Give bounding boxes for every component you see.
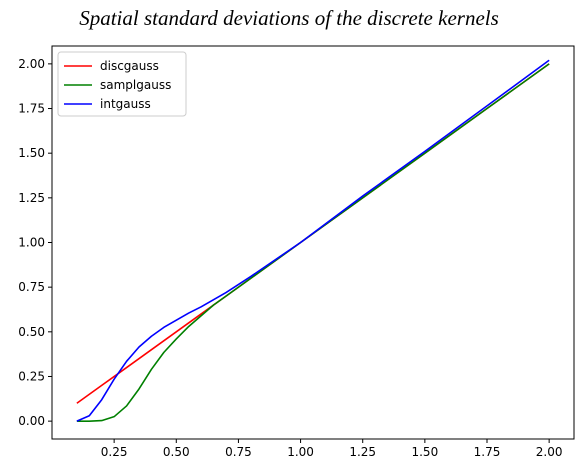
x-tick-label: 0.75 <box>225 445 252 459</box>
x-tick-label: 1.50 <box>411 445 438 459</box>
chart-title: Spatial standard deviations of the discr… <box>79 6 499 30</box>
y-tick-label: 1.00 <box>18 236 45 250</box>
x-tick-label: 2.00 <box>536 445 563 459</box>
x-tick-label: 1.00 <box>287 445 314 459</box>
x-tick-label: 0.25 <box>101 445 128 459</box>
y-tick-label: 1.25 <box>18 191 45 205</box>
y-tick-label: 1.75 <box>18 102 45 116</box>
y-tick-label: 2.00 <box>18 57 45 71</box>
legend: discgauss samplgauss intgauss <box>57 51 187 117</box>
legend-label-samplgauss: samplgauss <box>100 78 171 92</box>
series-line-samplgauss <box>76 63 550 422</box>
legend-label-intgauss: intgauss <box>100 97 151 111</box>
series-lines <box>76 59 550 422</box>
axis-ticks: 0.25 0.50 0.75 1.00 1.25 1.50 1.75 2.00 0.00 0.25… <box>18 57 562 459</box>
y-tick-label: 1.50 <box>18 146 45 160</box>
x-tick-label: 1.75 <box>474 445 501 459</box>
y-tick-label: 0.25 <box>18 369 45 383</box>
y-tick-label: 0.50 <box>18 325 45 339</box>
x-tick-label: 0.50 <box>163 445 190 459</box>
y-tick-label: 0.00 <box>18 414 45 428</box>
series-line-intgauss <box>76 59 550 422</box>
legend-label-discgauss: discgauss <box>100 59 159 73</box>
x-tick-label: 1.25 <box>349 445 376 459</box>
y-tick-label: 0.75 <box>18 280 45 294</box>
legend-box <box>57 51 187 117</box>
